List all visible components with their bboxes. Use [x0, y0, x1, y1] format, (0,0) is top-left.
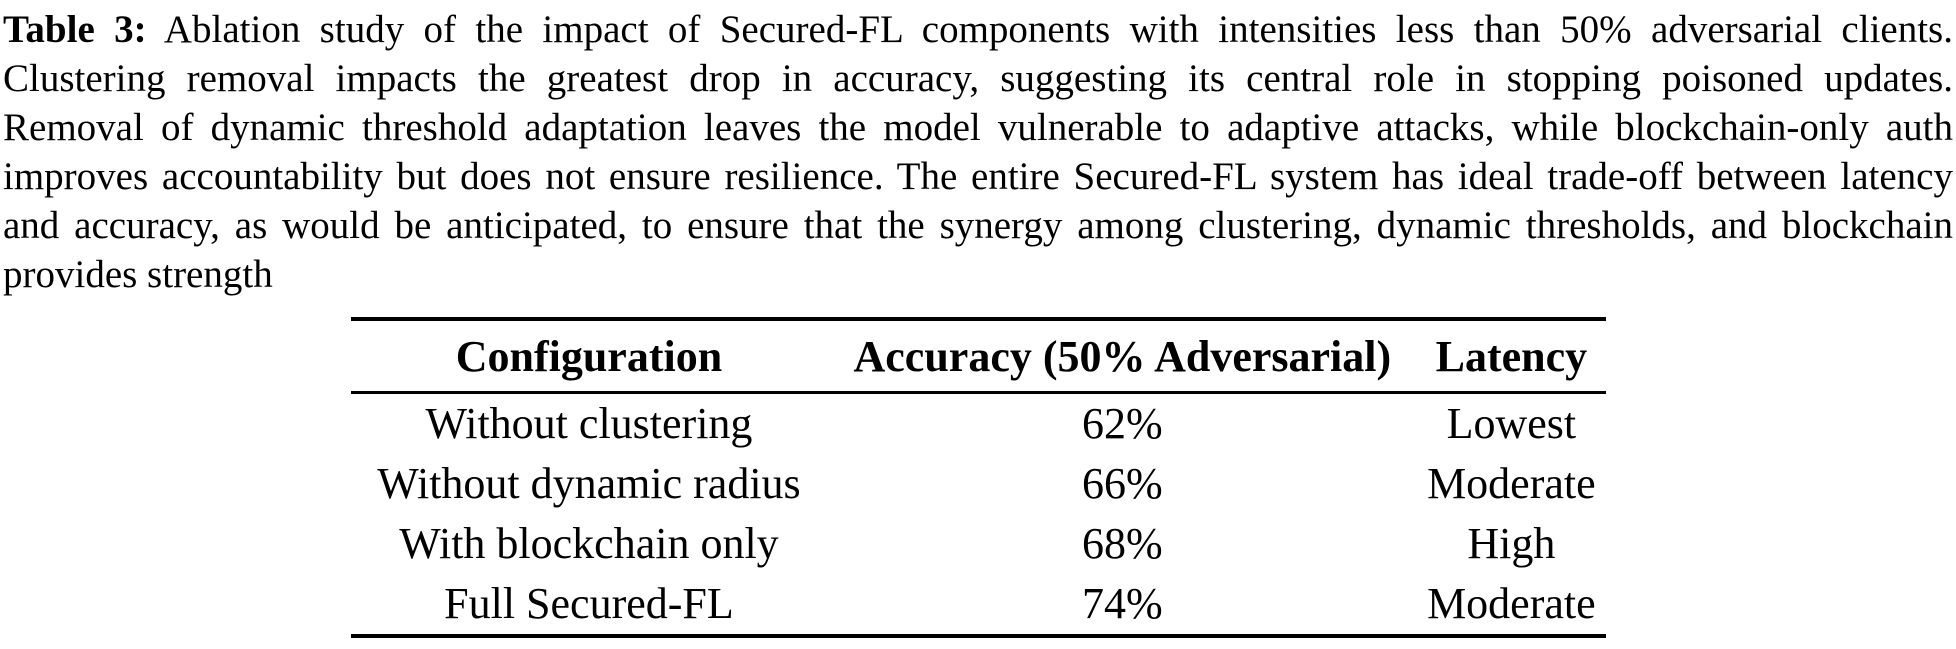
table-row: With blockchain only 68% High — [351, 514, 1606, 574]
cell-accuracy: 74% — [1081, 579, 1163, 628]
table-row: Without dynamic radius 66% Moderate — [351, 454, 1606, 514]
cell-accuracy: 66% — [1081, 459, 1163, 508]
column-header-accuracy: Accuracy (50% Adversarial) — [827, 319, 1418, 394]
caption-line-1: Table 3: Ablation study of the impact of… — [3, 5, 1953, 54]
caption-line-6: provides strength — [3, 253, 273, 296]
cell-configuration: Without clustering — [425, 399, 753, 448]
cell-configuration: With blockchain only — [399, 519, 779, 568]
column-header-latency: Latency — [1417, 319, 1606, 394]
cell-accuracy: 68% — [1081, 519, 1163, 568]
table-row: Without clustering 62% Lowest — [351, 393, 1606, 455]
caption-line-2: Clustering removal impacts the greatest … — [3, 57, 1953, 100]
cell-configuration: Without dynamic radius — [377, 459, 801, 508]
cell-latency: Moderate — [1427, 459, 1596, 508]
table-row: Full Secured-FL 74% Moderate — [351, 574, 1606, 636]
cell-accuracy: 62% — [1081, 399, 1163, 448]
cell-latency: Lowest — [1446, 399, 1577, 448]
cell-latency: Moderate — [1427, 579, 1596, 628]
header-row: Configuration Accuracy (50% Adversarial)… — [350, 319, 1606, 394]
caption-line-3: Removal of dynamic threshold adaptation … — [3, 106, 1953, 149]
table-caption: Table 3: Ablation study of the impact of… — [0, 0, 1956, 299]
ablation-table: Configuration Accuracy (50% Adversarial)… — [350, 317, 1606, 638]
cell-configuration: Full Secured-FL — [444, 579, 734, 628]
caption-line-5: and accuracy, as would be anticipated, t… — [3, 204, 1953, 247]
caption-line-4: improves accountability but does not ens… — [3, 155, 1953, 198]
column-header-configuration: Configuration — [350, 319, 828, 394]
caption-label: Table 3: — [3, 8, 147, 51]
cell-latency: High — [1467, 519, 1556, 568]
caption-line-1-text: Ablation study of the impact of Secured-… — [146, 8, 1953, 51]
